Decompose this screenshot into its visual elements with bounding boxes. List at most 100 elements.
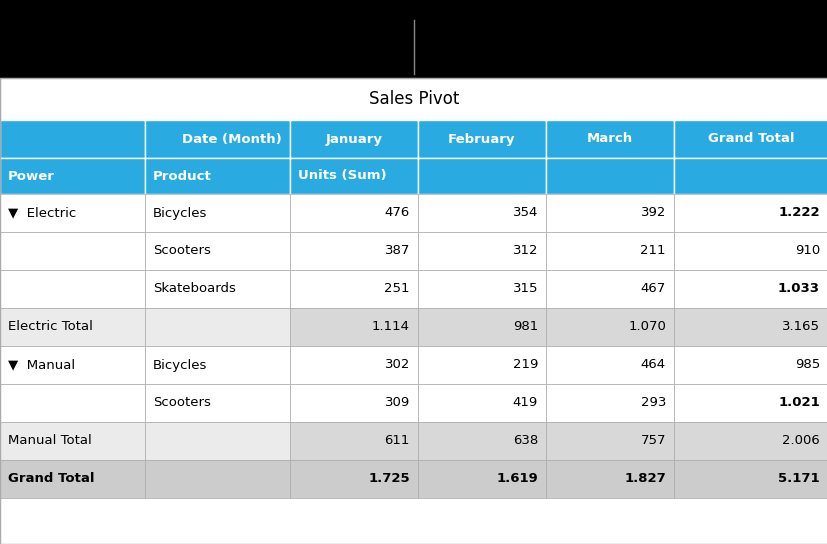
- Bar: [673, 346, 827, 384]
- Text: Sales Pivot: Sales Pivot: [368, 90, 459, 108]
- Text: 910: 910: [794, 244, 819, 257]
- Text: 419: 419: [512, 397, 538, 410]
- Text: 315: 315: [512, 282, 538, 295]
- Bar: [418, 270, 545, 308]
- Text: 211: 211: [640, 244, 665, 257]
- Bar: [418, 232, 545, 270]
- Bar: [545, 194, 673, 232]
- Text: ▼  Electric: ▼ Electric: [8, 207, 76, 219]
- Text: 251: 251: [384, 282, 409, 295]
- Text: Grand Total: Grand Total: [707, 133, 793, 145]
- Bar: [0, 78, 827, 120]
- Bar: [0, 158, 145, 194]
- Text: ▼  Manual: ▼ Manual: [8, 358, 75, 372]
- Bar: [0, 194, 145, 232]
- Bar: [0, 308, 145, 346]
- Bar: [289, 232, 418, 270]
- Bar: [0, 384, 145, 422]
- Text: 757: 757: [640, 435, 665, 448]
- Text: 476: 476: [385, 207, 409, 219]
- Text: 354: 354: [512, 207, 538, 219]
- Text: 312: 312: [512, 244, 538, 257]
- Bar: [0, 270, 145, 308]
- Bar: [673, 232, 827, 270]
- Text: Skateboards: Skateboards: [153, 282, 236, 295]
- Bar: [545, 460, 673, 498]
- Bar: [545, 120, 673, 158]
- Text: 5.171: 5.171: [777, 473, 819, 485]
- Text: Power: Power: [8, 170, 55, 182]
- Bar: [673, 384, 827, 422]
- Text: 1.827: 1.827: [624, 473, 665, 485]
- Bar: [0, 460, 145, 498]
- Bar: [145, 270, 289, 308]
- Text: 611: 611: [385, 435, 409, 448]
- Text: 302: 302: [385, 358, 409, 372]
- Text: 1.725: 1.725: [368, 473, 409, 485]
- Bar: [145, 422, 289, 460]
- Text: 981: 981: [512, 320, 538, 333]
- Bar: [289, 120, 418, 158]
- Bar: [289, 460, 418, 498]
- Text: 1.070: 1.070: [628, 320, 665, 333]
- Text: 2.006: 2.006: [782, 435, 819, 448]
- Bar: [673, 270, 827, 308]
- Bar: [673, 194, 827, 232]
- Text: 985: 985: [794, 358, 819, 372]
- Text: February: February: [447, 133, 515, 145]
- Bar: [145, 232, 289, 270]
- Bar: [145, 158, 289, 194]
- Text: Electric Total: Electric Total: [8, 320, 93, 333]
- Text: Bicycles: Bicycles: [153, 358, 207, 372]
- Bar: [418, 120, 545, 158]
- Bar: [0, 346, 145, 384]
- Text: 1.033: 1.033: [777, 282, 819, 295]
- Text: 392: 392: [640, 207, 665, 219]
- Text: Grand Total: Grand Total: [8, 473, 94, 485]
- Bar: [0, 120, 145, 158]
- Bar: [289, 384, 418, 422]
- Bar: [545, 158, 673, 194]
- Bar: [545, 270, 673, 308]
- Bar: [545, 384, 673, 422]
- Text: Scooters: Scooters: [153, 244, 211, 257]
- Bar: [545, 346, 673, 384]
- Bar: [418, 346, 545, 384]
- Bar: [289, 422, 418, 460]
- Bar: [289, 346, 418, 384]
- Bar: [289, 308, 418, 346]
- Text: 638: 638: [512, 435, 538, 448]
- Text: 1.222: 1.222: [777, 207, 819, 219]
- Bar: [145, 120, 289, 158]
- Bar: [673, 158, 827, 194]
- Text: 387: 387: [385, 244, 409, 257]
- Bar: [673, 422, 827, 460]
- Bar: [673, 120, 827, 158]
- Bar: [673, 308, 827, 346]
- Text: 467: 467: [640, 282, 665, 295]
- Text: Product: Product: [153, 170, 212, 182]
- Bar: [289, 270, 418, 308]
- Text: Scooters: Scooters: [153, 397, 211, 410]
- Text: Manual Total: Manual Total: [8, 435, 92, 448]
- Bar: [145, 384, 289, 422]
- Bar: [0, 422, 145, 460]
- Bar: [545, 232, 673, 270]
- Text: 293: 293: [640, 397, 665, 410]
- Text: 1.619: 1.619: [495, 473, 538, 485]
- Bar: [418, 308, 545, 346]
- Text: 1.021: 1.021: [777, 397, 819, 410]
- Bar: [0, 78, 827, 544]
- Bar: [0, 232, 145, 270]
- Text: Date (Month): Date (Month): [182, 133, 282, 145]
- Text: January: January: [325, 133, 382, 145]
- Text: Bicycles: Bicycles: [153, 207, 207, 219]
- Bar: [418, 460, 545, 498]
- Bar: [289, 158, 418, 194]
- Bar: [289, 194, 418, 232]
- Bar: [418, 158, 545, 194]
- Bar: [418, 384, 545, 422]
- Text: 219: 219: [512, 358, 538, 372]
- Text: 1.114: 1.114: [371, 320, 409, 333]
- Bar: [673, 460, 827, 498]
